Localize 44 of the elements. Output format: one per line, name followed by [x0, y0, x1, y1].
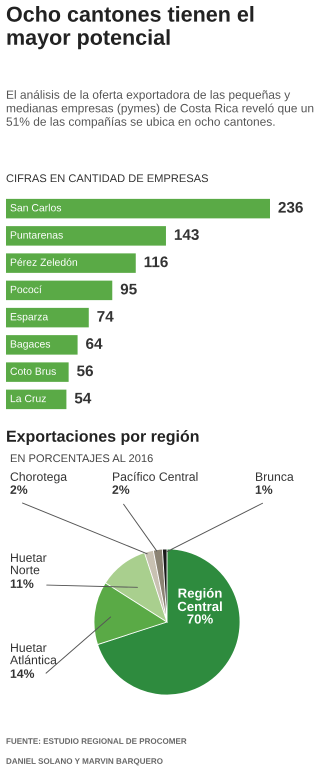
- data-label: 95: [120, 284, 137, 294]
- y-tick-label: Bagaces: [10, 340, 50, 350]
- y-tick-label: Esparza: [10, 313, 48, 322]
- chart-subtitle: El análisis de la oferta exportadora de las pequeñas y medianas empresas (pymes) de Costa Rica reveló que un 51% de las compañías se ubica en ocho cantones.: [6, 90, 314, 128]
- data-label: 64: [86, 338, 102, 349]
- y-tick-label: Pérez Zeledón: [10, 258, 78, 266]
- bar: [6, 253, 136, 273]
- data-label: 74: [97, 311, 114, 322]
- slice-label: Brunca: [256, 472, 294, 481]
- data-label: 70%: [187, 614, 213, 624]
- y-tick-label: Puntarenas: [10, 231, 63, 239]
- slice-label: Huetar Norte: [11, 553, 46, 574]
- chart-title: Exportaciones por región: [7, 430, 198, 446]
- y-tick-label: Pococí: [10, 285, 42, 294]
- y-tick-label: San Carlos: [10, 204, 62, 212]
- bar: [6, 198, 270, 218]
- data-label: 54: [74, 392, 92, 404]
- slice-label: Región Central: [178, 588, 222, 612]
- bar: [6, 226, 166, 246]
- bar: [6, 362, 69, 382]
- data-label: 236: [278, 202, 303, 213]
- bar: [6, 308, 89, 328]
- slice-label: Huetar Atlántica: [10, 643, 57, 664]
- slice-label: Chorotega: [10, 472, 68, 484]
- y-tick-label: Coto Brus: [10, 368, 56, 375]
- y-tick-label: La Cruz: [10, 394, 46, 402]
- bar: [6, 390, 66, 410]
- data-label: 2%: [112, 485, 130, 494]
- bar: [6, 280, 112, 300]
- bar: [6, 335, 78, 355]
- slice-label: Pacífico Central: [113, 472, 198, 481]
- data-label: 1%: [256, 485, 272, 494]
- text: CIFRAS EN CANTIDAD DE EMPRESAS: [6, 174, 208, 182]
- data-label: 11%: [10, 579, 34, 588]
- pie-slice: [97, 548, 240, 696]
- data-label: 14%: [10, 669, 34, 678]
- text: DANIEL SOLANO Y MARVIN BARQUERO: [6, 758, 163, 766]
- chart-subtitle: EN PORCENTAJES AL 2016: [10, 454, 153, 462]
- data-label: 143: [174, 229, 199, 240]
- data-label: 56: [77, 365, 94, 376]
- source-note: FUENTE: ESTUDIO REGIONAL DE PROCOMER: [6, 738, 187, 744]
- chart-title: Ocho cantones tienen el mayor potencial: [6, 6, 254, 50]
- data-label: 2%: [10, 485, 28, 494]
- data-label: 116: [144, 256, 168, 268]
